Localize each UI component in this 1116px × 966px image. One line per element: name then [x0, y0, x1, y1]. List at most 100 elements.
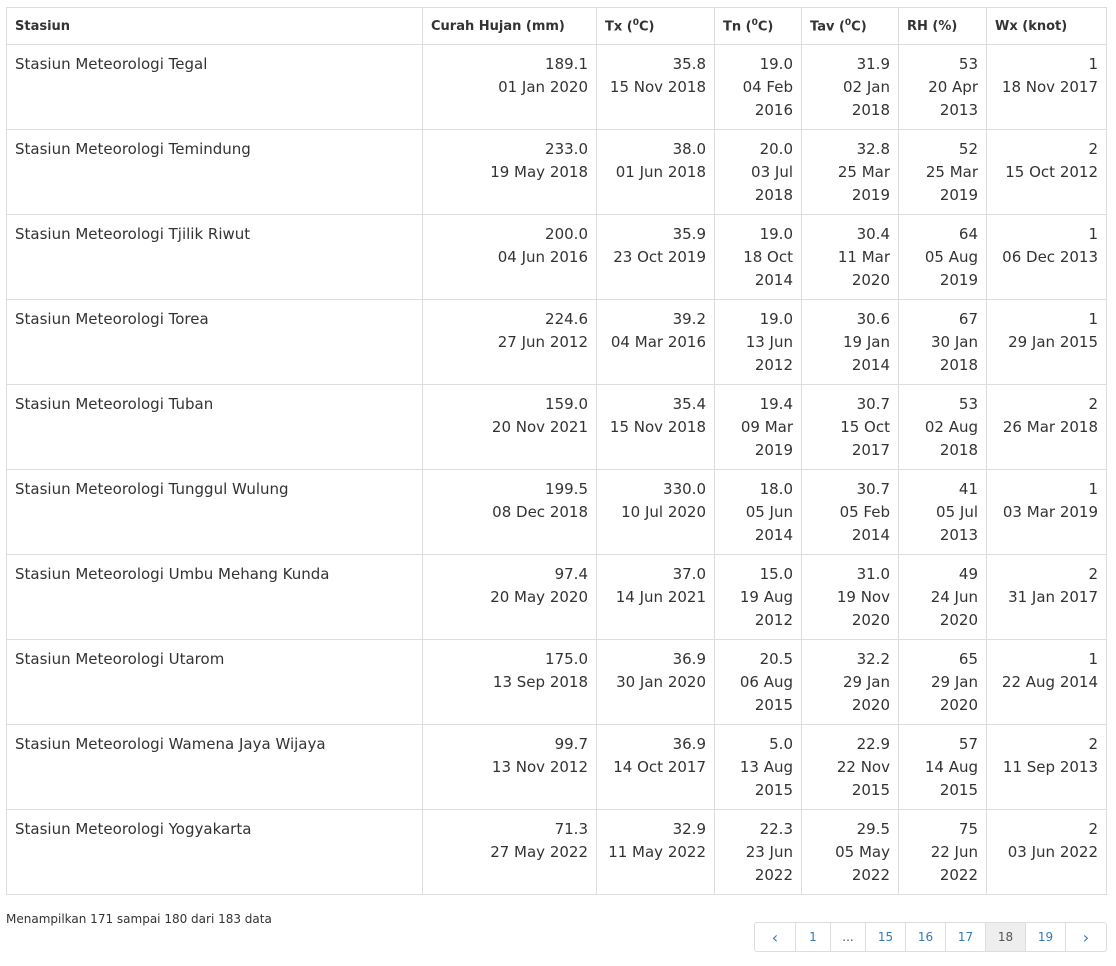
wx-value: 1: [1088, 480, 1098, 498]
rh-cell: 67 30 Jan 2018: [898, 299, 987, 385]
wx-date: 06 Dec 2013: [1002, 248, 1098, 266]
header-tx[interactable]: Tx (0C): [596, 7, 715, 45]
pagination-page-19[interactable]: 19: [1025, 922, 1066, 952]
tav-date: 05 Feb 2014: [839, 503, 890, 544]
tn-date: 13 Aug 2015: [739, 758, 793, 799]
rh-cell: 75 22 Jun 2022: [898, 809, 987, 895]
tx-cell: 35.8 15 Nov 2018: [596, 44, 715, 130]
wx-date: 22 Aug 2014: [1001, 673, 1098, 691]
rh-date: 25 Mar 2019: [925, 163, 978, 204]
tn-cell: 18.0 05 Jun 2014: [714, 469, 802, 555]
rain-cell: 199.5 08 Dec 2018: [422, 469, 597, 555]
tn-value: 5.0: [769, 735, 793, 753]
tav-date: 11 Mar 2020: [837, 248, 890, 289]
pagination-page-15[interactable]: 15: [865, 922, 906, 952]
tn-cell: 20.0 03 Jul 2018: [714, 129, 802, 215]
tav-value: 31.0: [856, 565, 890, 583]
wx-value: 2: [1088, 735, 1098, 753]
header-wx[interactable]: Wx (knot): [986, 7, 1107, 45]
wx-date: 03 Jun 2022: [1007, 843, 1098, 861]
table-row: Stasiun Meteorologi Tuban 159.0 20 Nov 202…: [6, 384, 1107, 470]
rain-date: 20 May 2020: [490, 588, 588, 606]
rh-cell: 49 24 Jun 2020: [898, 554, 987, 640]
wx-date: 29 Jan 2015: [1008, 333, 1098, 351]
rh-date: 24 Jun 2020: [930, 588, 978, 629]
station-name-cell: Stasiun Meteorologi Tunggul Wulung: [6, 469, 423, 555]
tx-value: 35.4: [672, 395, 706, 413]
tx-date: 23 Oct 2019: [613, 248, 706, 266]
wx-cell: 1 18 Nov 2017: [986, 44, 1107, 130]
table-row: Stasiun Meteorologi Utarom 175.0 13 Sep 20…: [6, 639, 1107, 725]
table-row: Stasiun Meteorologi Tunggul Wulung 199.5 0…: [6, 469, 1107, 555]
tav-value: 32.8: [856, 140, 890, 158]
rh-value: 75: [958, 820, 978, 838]
wx-value: 1: [1088, 310, 1098, 328]
rain-value: 71.3: [554, 820, 588, 838]
rain-date: 08 Dec 2018: [492, 503, 588, 521]
rain-date: 01 Jan 2020: [498, 78, 588, 96]
rain-date: 04 Jun 2016: [497, 248, 588, 266]
rh-date: 22 Jun 2022: [930, 843, 978, 884]
wx-value: 2: [1088, 565, 1098, 583]
tn-value: 18.0: [759, 480, 793, 498]
tn-value: 20.0: [759, 140, 793, 158]
rh-cell: 64 05 Aug 2019: [898, 214, 987, 300]
rh-cell: 57 14 Aug 2015: [898, 724, 987, 810]
header-tn[interactable]: Tn (0C): [714, 7, 802, 45]
rain-value: 97.4: [554, 565, 588, 583]
station-name-cell: Stasiun Meteorologi Torea: [6, 299, 423, 385]
wx-date: 15 Oct 2012: [1005, 163, 1098, 181]
tn-cell: 5.0 13 Aug 2015: [714, 724, 802, 810]
tx-cell: 36.9 14 Oct 2017: [596, 724, 715, 810]
wx-date: 31 Jan 2017: [1008, 588, 1098, 606]
rain-cell: 233.0 19 May 2018: [422, 129, 597, 215]
header-station[interactable]: Stasiun: [6, 7, 423, 45]
pagination-prev-button[interactable]: ‹: [754, 922, 796, 952]
pagination-page-18[interactable]: 18: [985, 922, 1026, 952]
rh-date: 14 Aug 2015: [924, 758, 978, 799]
wx-value: 1: [1088, 55, 1098, 73]
pagination-ellipsis: ...: [830, 922, 866, 952]
tav-value: 30.4: [856, 225, 890, 243]
station-name-cell: Stasiun Meteorologi Tegal: [6, 44, 423, 130]
rain-value: 175.0: [545, 650, 588, 668]
rain-value: 159.0: [545, 395, 588, 413]
wx-date: 18 Nov 2017: [1001, 78, 1098, 96]
tx-date: 14 Jun 2021: [615, 588, 706, 606]
pagination-page-16[interactable]: 16: [905, 922, 946, 952]
wx-cell: 2 11 Sep 2013: [986, 724, 1107, 810]
station-name-cell: Stasiun Meteorologi Temindung: [6, 129, 423, 215]
rain-value: 233.0: [545, 140, 588, 158]
tav-cell: 30.6 19 Jan 2014: [801, 299, 899, 385]
header-tav[interactable]: Tav (0C): [801, 7, 899, 45]
rh-value: 57: [958, 735, 978, 753]
pagination-page-1[interactable]: 1: [795, 922, 831, 952]
rh-value: 53: [958, 395, 978, 413]
table-body: Stasiun Meteorologi Tegal 189.1 01 Jan 202…: [6, 44, 1107, 895]
rh-cell: 53 02 Aug 2018: [898, 384, 987, 470]
tav-date: 19 Nov 2020: [836, 588, 890, 629]
table-row: Stasiun Meteorologi Yogyakarta 71.3 27 May…: [6, 809, 1107, 895]
pagination-next-button[interactable]: ›: [1065, 922, 1107, 952]
station-name-cell: Stasiun Meteorologi Umbu Mehang Kunda: [6, 554, 423, 640]
tav-cell: 31.9 02 Jan 2018: [801, 44, 899, 130]
rain-value: 200.0: [545, 225, 588, 243]
tn-value: 15.0: [759, 565, 793, 583]
tx-cell: 36.9 30 Jan 2020: [596, 639, 715, 725]
tn-date: 05 Jun 2014: [745, 503, 793, 544]
tn-value: 22.3: [759, 820, 793, 838]
tx-value: 39.2: [672, 310, 706, 328]
tn-value: 19.0: [759, 310, 793, 328]
header-rainfall[interactable]: Curah Hujan (mm): [422, 7, 597, 45]
wx-date: 03 Mar 2019: [1002, 503, 1098, 521]
header-rh[interactable]: RH (%): [898, 7, 987, 45]
tn-cell: 19.0 04 Feb 2016: [714, 44, 802, 130]
tx-cell: 39.2 04 Mar 2016: [596, 299, 715, 385]
tx-date: 15 Nov 2018: [609, 78, 706, 96]
pagination-page-17[interactable]: 17: [945, 922, 986, 952]
rain-date: 13 Nov 2012: [491, 758, 588, 776]
table-header-row: Stasiun Curah Hujan (mm) Tx (0C) Tn (0C)…: [6, 7, 1107, 45]
rh-value: 65: [958, 650, 978, 668]
tn-date: 19 Aug 2012: [739, 588, 793, 629]
wx-value: 1: [1088, 225, 1098, 243]
